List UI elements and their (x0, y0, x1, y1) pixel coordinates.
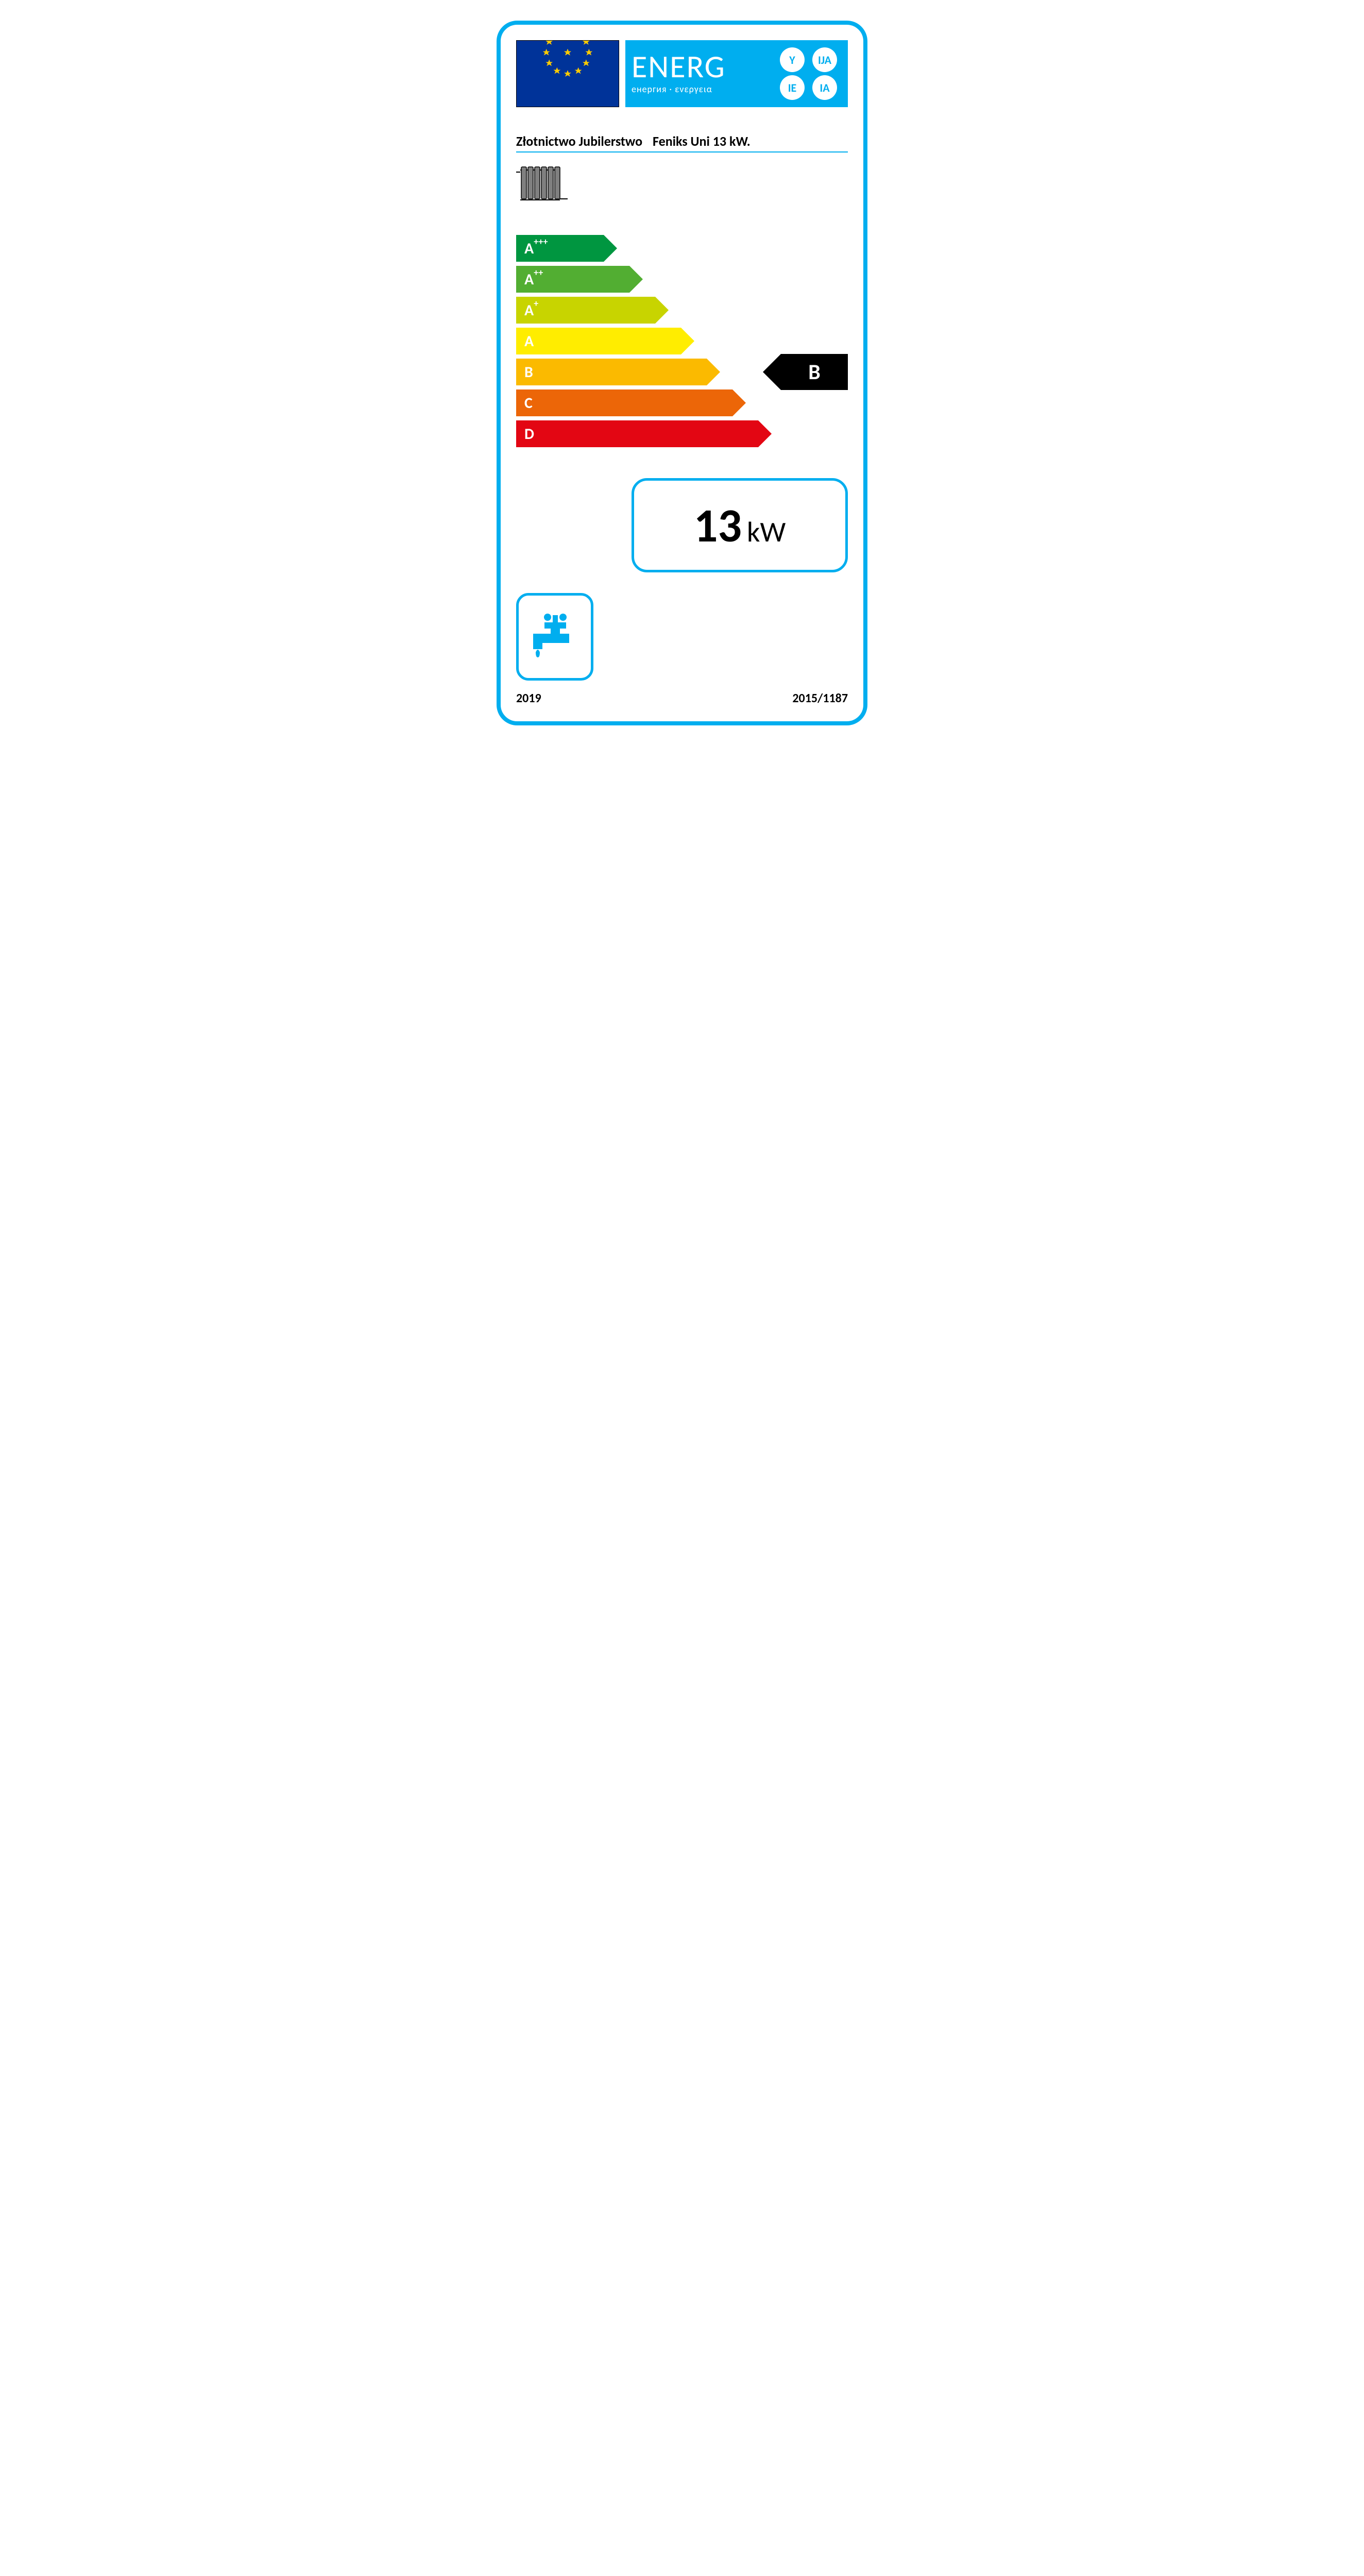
scale-bar-label: A+++ (524, 239, 548, 258)
water-tap-icon (529, 611, 581, 663)
scale-bar: A+++ (516, 235, 604, 262)
power-unit: kW (747, 515, 786, 550)
scale-bar: A (516, 328, 681, 354)
year-label: 2019 (516, 691, 541, 706)
scale-row: A++ (516, 266, 848, 293)
scale-row: C (516, 389, 848, 416)
scale-row: A (516, 328, 848, 354)
suffix-circle: IA (812, 75, 837, 100)
rating-pointer: B (781, 354, 848, 390)
scale-bar: D (516, 420, 758, 447)
product-info: Złotnictwo Jubilerstwo Feniks Uni 13 kW. (516, 133, 848, 152)
energy-subtitle: енергия · ενεργεια (632, 83, 780, 95)
energy-title: ENERG (632, 53, 780, 81)
scale-row: A+++ (516, 235, 848, 262)
header: ENERG енергия · ενεργεια Y IJA IE IA (516, 40, 848, 107)
scale-bar-label: B (524, 363, 533, 382)
scale-bar-label: A+ (524, 301, 538, 320)
energy-suffix-grid: Y IJA IE IA (780, 47, 842, 100)
scale-bar: A++ (516, 266, 629, 293)
model-name: Feniks Uni 13 kW. (653, 133, 751, 149)
power-value: 13 (694, 496, 742, 554)
scale-bar-label: A (524, 332, 534, 351)
suffix-circle: Y (780, 47, 805, 72)
scale-bar-label: A++ (524, 270, 543, 289)
eu-flag-icon (516, 40, 619, 107)
power-output-box: 13kW (632, 478, 848, 572)
efficiency-scale: A+++A++A+ABBCD (516, 235, 848, 447)
footer: 2019 2015/1187 (516, 691, 848, 706)
regulation-label: 2015/1187 (792, 691, 848, 706)
scale-bar-label: D (524, 425, 534, 444)
energy-banner: ENERG енергия · ενεργεια Y IJA IE IA (625, 40, 848, 107)
scale-bar: B (516, 359, 707, 385)
supplier-name: Złotnictwo Jubilerstwo (516, 133, 642, 149)
energy-label-frame: ENERG енергия · ενεργεια Y IJA IE IA Zło… (497, 21, 867, 725)
suffix-circle: IJA (812, 47, 837, 72)
scale-bar-label: C (524, 394, 533, 413)
radiator-icon (516, 163, 568, 204)
scale-row: D (516, 420, 848, 447)
scale-row: A+ (516, 297, 848, 324)
suffix-circle: IE (780, 75, 805, 100)
scale-bar: A+ (516, 297, 655, 324)
scale-bar: C (516, 389, 732, 416)
water-tap-box (516, 593, 593, 681)
